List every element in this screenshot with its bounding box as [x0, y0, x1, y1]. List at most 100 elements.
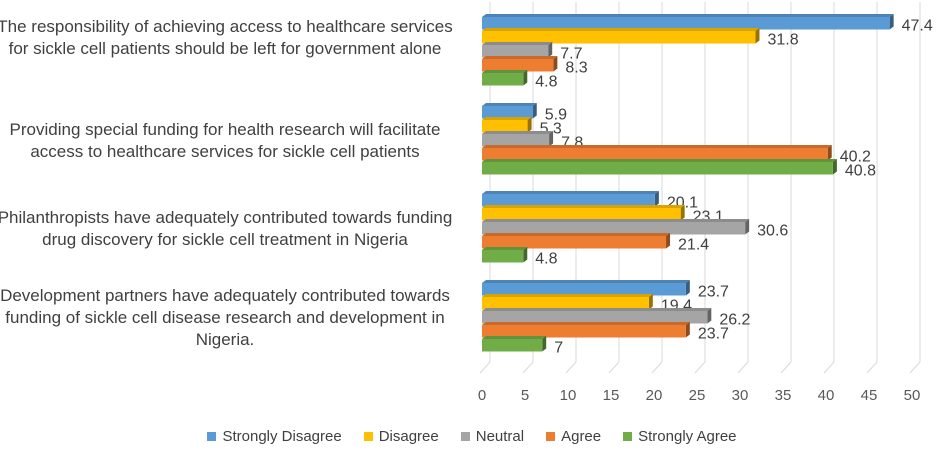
- legend-label: Disagree: [378, 428, 439, 445]
- legend-item: Neutral: [460, 428, 525, 445]
- legend-item: Strongly Disagree: [207, 428, 342, 445]
- bar-side-face: [666, 233, 671, 249]
- gridline: [780, 361, 792, 374]
- legend-label: Strongly Disagree: [222, 428, 342, 445]
- data-label: 7: [554, 340, 563, 357]
- x-tick-label: 25: [689, 387, 706, 404]
- bar-side-face: [680, 205, 685, 221]
- bar-top-face: [482, 336, 547, 339]
- bar: [482, 106, 533, 119]
- legend: Strongly Disagree Disagree Neutral Agree…: [0, 428, 944, 445]
- legend-item: Disagree: [363, 428, 439, 445]
- x-tick-label: 0: [478, 387, 486, 404]
- legend-item: Strongly Agree: [623, 428, 737, 445]
- gridline: [522, 361, 534, 374]
- bar-side-face: [548, 42, 553, 58]
- bar-top-face: [482, 131, 554, 134]
- bar-side-face: [707, 308, 712, 324]
- bar-side-face: [648, 294, 653, 310]
- gridline: [866, 361, 878, 374]
- bar: [482, 45, 549, 58]
- gridline: [737, 361, 749, 374]
- gridline: [608, 361, 620, 374]
- legend-swatch: [207, 432, 217, 441]
- bar-top-face: [482, 308, 712, 311]
- data-label: 47.4: [902, 18, 933, 35]
- bar-top-face: [482, 219, 750, 222]
- bar-side-face: [827, 145, 832, 161]
- bar-top-face: [482, 56, 558, 59]
- bar: [482, 194, 655, 207]
- bar: [482, 162, 833, 175]
- x-tick-label: 20: [646, 387, 663, 404]
- bar: [482, 236, 667, 249]
- bar: [482, 222, 746, 235]
- data-label: 31.8: [767, 32, 798, 49]
- bar-top-face: [482, 145, 832, 148]
- bar-side-face: [549, 131, 554, 147]
- bar-side-face: [553, 56, 558, 72]
- bar-top-face: [482, 191, 659, 194]
- bar-top-face: [482, 28, 760, 31]
- bar: [482, 148, 828, 161]
- bar: [482, 311, 708, 324]
- legend-label: Neutral: [475, 428, 525, 445]
- legend-label: Agree: [561, 428, 602, 445]
- data-label: 40.8: [845, 163, 876, 180]
- category-label: Development partners have adequately con…: [0, 286, 450, 349]
- data-label: 23.7: [698, 284, 729, 301]
- legend-swatch: [460, 432, 470, 441]
- bar-side-face: [523, 70, 528, 86]
- data-label: 40.2: [840, 149, 871, 166]
- gridline: [909, 361, 921, 374]
- bar: [482, 250, 524, 263]
- gridline: [651, 361, 663, 374]
- bar-side-face: [889, 14, 894, 30]
- data-label: 8.3: [565, 60, 587, 77]
- data-label: 7.7: [560, 46, 582, 63]
- bar-side-face: [745, 219, 750, 235]
- data-label: 4.8: [535, 251, 557, 268]
- legend-label: Strongly Agree: [638, 428, 737, 445]
- gridline: [479, 361, 491, 374]
- bar-side-face: [527, 117, 532, 133]
- bar: [482, 325, 686, 338]
- bar-top-face: [482, 294, 653, 297]
- bar: [482, 120, 528, 133]
- bar-top-face: [482, 159, 837, 162]
- bar-side-face: [685, 280, 690, 296]
- legend-item: Agree: [546, 428, 601, 445]
- x-tick-label: 10: [560, 387, 577, 404]
- bar: [482, 73, 524, 86]
- bar-top-face: [482, 70, 528, 73]
- x-tick-label: 40: [818, 387, 835, 404]
- bar-side-face: [685, 322, 690, 338]
- bar: [482, 134, 550, 147]
- data-label: 21.4: [678, 237, 709, 254]
- x-tick-label: 45: [861, 387, 878, 404]
- bar-top-face: [482, 322, 690, 325]
- bar-top-face: [482, 280, 690, 283]
- bar-top-face: [482, 117, 532, 120]
- bar: [482, 297, 649, 310]
- bar: [482, 208, 681, 221]
- category-label: The responsibility of achieving access t…: [0, 17, 453, 58]
- bar-side-face: [542, 336, 547, 352]
- data-label: 5.9: [545, 107, 567, 124]
- data-label: 23.7: [698, 326, 729, 343]
- bar-side-face: [654, 191, 659, 207]
- bar-side-face: [832, 159, 837, 175]
- bar-side-face: [532, 103, 537, 119]
- bar-top-face: [482, 103, 537, 106]
- gridline: [823, 361, 835, 374]
- legend-swatch: [363, 432, 373, 441]
- data-label: 26.2: [719, 312, 750, 329]
- bar: [482, 283, 686, 296]
- legend-swatch: [546, 432, 556, 441]
- bar-top-face: [482, 233, 671, 236]
- x-tick-label: 50: [904, 387, 921, 404]
- bar: [482, 31, 756, 44]
- category-label: Providing special funding for health res…: [9, 120, 441, 161]
